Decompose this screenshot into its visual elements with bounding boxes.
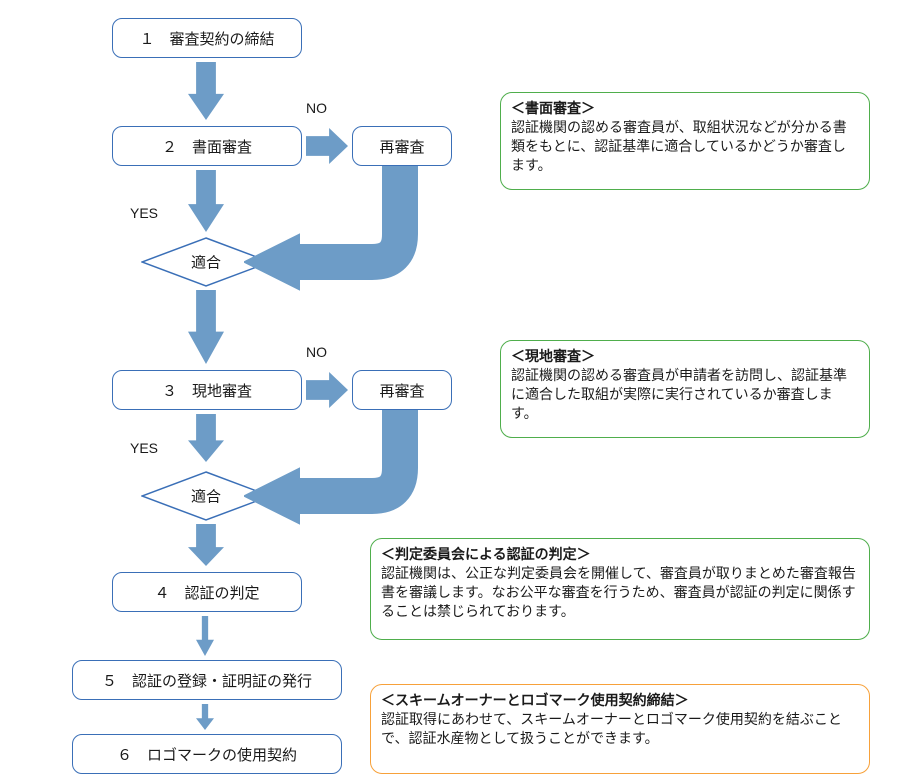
label-no2: NO: [306, 344, 327, 360]
process-label: ４ 認証の判定: [154, 582, 259, 603]
note-body: 認証機関の認める審査員が、取組状況などが分かる書類をもとに、認証基準に適合してい…: [511, 118, 859, 175]
process-step6: ６ ロゴマークの使用契約: [72, 734, 342, 774]
arrow-a1: [188, 62, 224, 120]
note-body: 認証機関は、公正な判定委員会を開催して、審査員が取りまとめた審査報告書を審議しま…: [381, 564, 859, 621]
note-n2: ＜現地審査＞認証機関の認める審査員が申請者を訪問し、認証基準に適合した取組が実際…: [500, 340, 870, 438]
arrow-a7: [196, 704, 214, 730]
process-step4: ４ 認証の判定: [112, 572, 302, 612]
decision-label: 適合: [191, 252, 221, 273]
arrow-a5: [188, 524, 224, 566]
label-no1: NO: [306, 100, 327, 116]
process-step1: １ 審査契約の締結: [112, 18, 302, 58]
process-label: ３ 現地審査: [162, 380, 252, 401]
note-n4: ＜スキームオーナーとロゴマーク使用契約締結＞認証取得にあわせて、スキームオーナー…: [370, 684, 870, 774]
process-label: ５ 認証の登録・証明証の発行: [102, 670, 312, 691]
note-title: ＜書面審査＞: [511, 99, 859, 118]
return-arrow-c1: [244, 130, 436, 298]
note-title: ＜スキームオーナーとロゴマーク使用契約締結＞: [381, 691, 859, 710]
note-body: 認証取得にあわせて、スキームオーナーとロゴマーク使用契約を結ぶことで、認証水産物…: [381, 710, 859, 748]
note-body: 認証機関の認める審査員が申請者を訪問し、認証基準に適合した取組が実際に実行されて…: [511, 366, 859, 423]
note-title: ＜現地審査＞: [511, 347, 859, 366]
arrow-a6: [196, 616, 214, 656]
arrow-a3: [188, 290, 224, 364]
note-n1: ＜書面審査＞認証機関の認める審査員が、取組状況などが分かる書類をもとに、認証基準…: [500, 92, 870, 190]
process-label: １ 審査契約の締結: [139, 28, 274, 49]
label-yes1: YES: [130, 205, 158, 221]
label-yes2: YES: [130, 440, 158, 456]
return-arrow-c2: [244, 374, 436, 532]
arrow-a2: [188, 170, 224, 232]
process-label: ６ ロゴマークの使用契約: [117, 744, 297, 765]
decision-label: 適合: [191, 486, 221, 507]
arrow-a4: [188, 414, 224, 462]
process-label: ２ 書面審査: [162, 136, 252, 157]
process-step5: ５ 認証の登録・証明証の発行: [72, 660, 342, 700]
note-title: ＜判定委員会による認証の判定＞: [381, 545, 859, 564]
note-n3: ＜判定委員会による認証の判定＞認証機関は、公正な判定委員会を開催して、審査員が取…: [370, 538, 870, 640]
